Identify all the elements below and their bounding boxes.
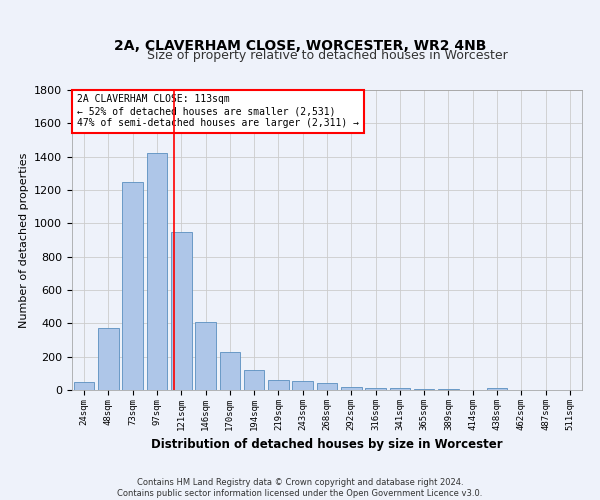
Bar xyxy=(268,380,289,390)
Bar xyxy=(341,386,362,390)
Y-axis label: Number of detached properties: Number of detached properties xyxy=(19,152,29,328)
Title: Size of property relative to detached houses in Worcester: Size of property relative to detached ho… xyxy=(146,50,508,62)
Bar xyxy=(122,182,143,390)
Text: 2A, CLAVERHAM CLOSE, WORCESTER, WR2 4NB: 2A, CLAVERHAM CLOSE, WORCESTER, WR2 4NB xyxy=(114,38,486,52)
Text: Contains HM Land Registry data © Crown copyright and database right 2024.
Contai: Contains HM Land Registry data © Crown c… xyxy=(118,478,482,498)
Bar xyxy=(146,154,167,390)
Bar xyxy=(438,389,459,390)
Bar xyxy=(365,388,386,390)
Text: 2A CLAVERHAM CLOSE: 113sqm
← 52% of detached houses are smaller (2,531)
47% of s: 2A CLAVERHAM CLOSE: 113sqm ← 52% of deta… xyxy=(77,94,359,128)
Bar xyxy=(195,322,216,390)
Bar xyxy=(74,382,94,390)
Bar xyxy=(171,232,191,390)
Bar xyxy=(487,388,508,390)
Bar xyxy=(98,328,119,390)
Bar xyxy=(292,381,313,390)
Bar xyxy=(389,388,410,390)
Bar xyxy=(414,388,434,390)
Bar xyxy=(220,352,240,390)
Bar xyxy=(244,370,265,390)
X-axis label: Distribution of detached houses by size in Worcester: Distribution of detached houses by size … xyxy=(151,438,503,451)
Bar xyxy=(317,384,337,390)
